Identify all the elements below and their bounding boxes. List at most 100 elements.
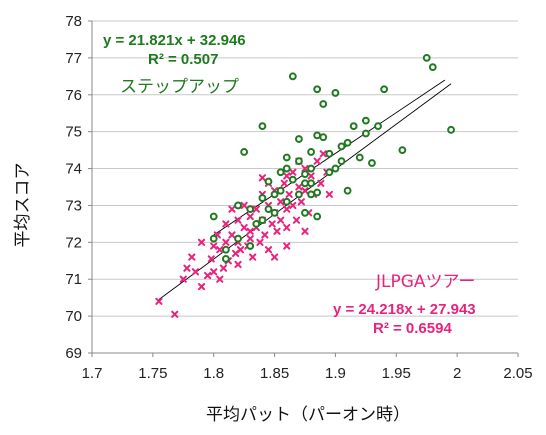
- step-point: [246, 242, 255, 250]
- jlpga-point-mark: [277, 198, 285, 206]
- step-point: [337, 157, 346, 166]
- jlpga-point: [216, 246, 224, 254]
- jlpga-r2: R² = 0.6594: [373, 320, 452, 337]
- step-point: [307, 148, 315, 156]
- x-tick-label: 1.8: [203, 365, 224, 382]
- step-point: [313, 131, 322, 140]
- jlpga-point: [252, 205, 260, 213]
- jlpga-point-mark: [171, 310, 179, 318]
- step-point: [282, 153, 291, 162]
- jlpga-point-mark: [301, 227, 309, 235]
- jlpga-point-mark: [283, 205, 291, 213]
- jlpga-point: [183, 264, 191, 272]
- step-point: [209, 212, 218, 221]
- jlpga-point: [264, 246, 273, 254]
- jlpga-point-mark: [317, 179, 325, 187]
- step-point: [270, 190, 279, 199]
- step-point: [264, 177, 273, 186]
- y-axis-title: 平均スコア: [13, 163, 33, 248]
- jlpga-point: [277, 198, 285, 206]
- jlpga-point-mark: [307, 172, 315, 180]
- step-point: [361, 116, 370, 125]
- jlpga-point-mark: [283, 223, 291, 232]
- jlpga-point-mark: [236, 246, 245, 254]
- jlpga-point-mark: [240, 201, 248, 210]
- step-point: [234, 234, 242, 243]
- axes: [88, 20, 519, 357]
- step-point: [246, 205, 255, 214]
- jlpga-point: [280, 179, 288, 187]
- step-point: [301, 179, 309, 188]
- jlpga-point-mark: [289, 168, 297, 176]
- jlpga-point: [268, 220, 276, 228]
- step-point: [331, 89, 340, 97]
- step-point: [337, 142, 346, 151]
- jlpga-point: [297, 198, 305, 206]
- jlpga-point-mark: [179, 275, 187, 283]
- jlpga-point-mark: [197, 283, 206, 291]
- x-tick-label: 1.75: [138, 365, 167, 382]
- jlpga-point-mark: [228, 205, 236, 213]
- step-point: [295, 157, 303, 166]
- jlpga-point-mark: [258, 174, 266, 182]
- step-point: [252, 219, 261, 228]
- jlpga-point-mark: [246, 212, 254, 221]
- step-point: [288, 175, 297, 184]
- y-tick-label: 72: [65, 234, 82, 251]
- step-series-label: ステップアップ: [120, 77, 239, 97]
- jlpga-point: [216, 275, 224, 283]
- jlpga-point: [188, 253, 196, 261]
- jlpga-point: [301, 187, 309, 195]
- jlpga-point-mark: [313, 157, 321, 165]
- step-point: [307, 164, 315, 173]
- jlpga-point-mark: [183, 264, 191, 272]
- jlpga-point: [204, 271, 212, 280]
- jlpga-point-mark: [210, 268, 218, 276]
- jlpga-point: [234, 216, 242, 224]
- step-point: [234, 201, 242, 210]
- jlpga-point: [222, 238, 230, 246]
- jlpga-point-mark: [277, 216, 285, 224]
- jlpga-point: [219, 264, 228, 272]
- jlpga-point-mark: [264, 246, 273, 254]
- step-point: [349, 122, 358, 131]
- jlpga-point: [171, 310, 179, 318]
- step-point: [301, 170, 309, 178]
- jlpga-point-mark: [207, 255, 215, 263]
- jlpga-point-mark: [234, 260, 242, 269]
- step-point: [422, 53, 431, 62]
- jlpga-point-mark: [204, 271, 212, 280]
- jlpga-point-mark: [234, 216, 242, 224]
- jlpga-point-mark: [325, 190, 333, 198]
- jlpga-series-label: JLPGAツアー: [375, 272, 476, 292]
- step-point: [398, 146, 407, 155]
- jlpga-point: [240, 223, 248, 232]
- y-tick-label: 75: [65, 124, 82, 141]
- jlpga-point-mark: [256, 238, 264, 246]
- step-point: [307, 190, 315, 199]
- step-point: [313, 188, 322, 197]
- x-tick-labels: 1.7 1.75 1.8 1.85 1.9 1.95 2 2.05: [82, 365, 533, 382]
- jlpga-point: [228, 205, 236, 213]
- jlpga-point-mark: [285, 190, 293, 198]
- jlpga-point-mark: [219, 264, 228, 272]
- step-point: [361, 129, 370, 138]
- step-point: [374, 122, 382, 131]
- step-point: [282, 164, 291, 173]
- jlpga-point-mark: [252, 205, 260, 213]
- step-point: [343, 186, 352, 195]
- jlpga-point: [236, 246, 245, 254]
- jlpga-point: [325, 190, 333, 198]
- jlpga-point-mark: [222, 238, 230, 246]
- jlpga-point-mark: [228, 231, 236, 239]
- jlpga-point: [228, 231, 236, 239]
- jlpga-point: [246, 235, 254, 243]
- jlpga-point: [261, 231, 269, 239]
- jlpga-point-mark: [261, 231, 269, 239]
- jlpga-point: [197, 238, 206, 246]
- step-point: [368, 159, 376, 167]
- y-tick-label: 78: [65, 13, 82, 30]
- step-point: [428, 63, 437, 72]
- jlpga-point: [317, 179, 325, 187]
- y-tick-label: 69: [65, 345, 82, 362]
